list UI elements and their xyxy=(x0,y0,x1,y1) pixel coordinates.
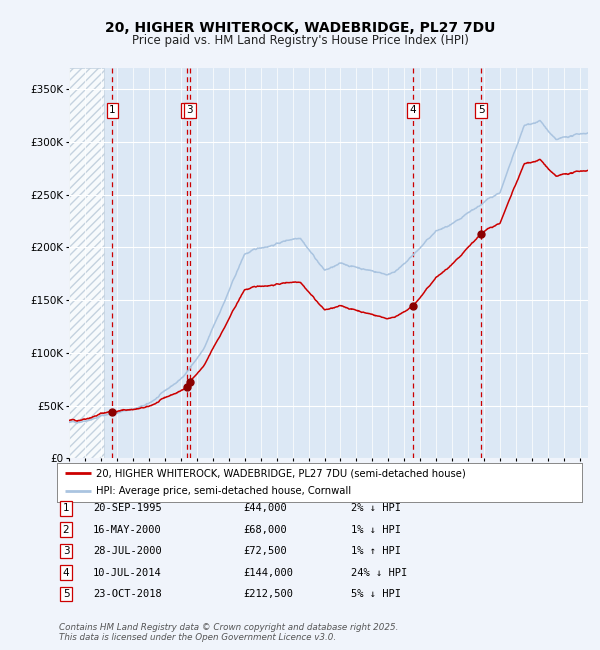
Text: 2: 2 xyxy=(62,525,70,535)
Text: 23-OCT-2018: 23-OCT-2018 xyxy=(93,589,162,599)
Text: 16-MAY-2000: 16-MAY-2000 xyxy=(93,525,162,535)
Text: 4: 4 xyxy=(62,567,70,578)
Text: 28-JUL-2000: 28-JUL-2000 xyxy=(93,546,162,556)
Text: £68,000: £68,000 xyxy=(243,525,287,535)
Text: HPI: Average price, semi-detached house, Cornwall: HPI: Average price, semi-detached house,… xyxy=(97,486,352,496)
Text: £144,000: £144,000 xyxy=(243,567,293,578)
Text: £44,000: £44,000 xyxy=(243,503,287,514)
Text: 20, HIGHER WHITEROCK, WADEBRIDGE, PL27 7DU: 20, HIGHER WHITEROCK, WADEBRIDGE, PL27 7… xyxy=(105,21,495,35)
Text: £72,500: £72,500 xyxy=(243,546,287,556)
Text: Contains HM Land Registry data © Crown copyright and database right 2025.: Contains HM Land Registry data © Crown c… xyxy=(59,623,398,632)
Text: 1% ↓ HPI: 1% ↓ HPI xyxy=(351,525,401,535)
Text: 5% ↓ HPI: 5% ↓ HPI xyxy=(351,589,401,599)
Text: £212,500: £212,500 xyxy=(243,589,293,599)
Text: This data is licensed under the Open Government Licence v3.0.: This data is licensed under the Open Gov… xyxy=(59,633,336,642)
Text: 2% ↓ HPI: 2% ↓ HPI xyxy=(351,503,401,514)
Text: 2: 2 xyxy=(184,105,190,116)
Text: 10-JUL-2014: 10-JUL-2014 xyxy=(93,567,162,578)
Text: 3: 3 xyxy=(187,105,193,116)
Text: 1% ↑ HPI: 1% ↑ HPI xyxy=(351,546,401,556)
Text: 20, HIGHER WHITEROCK, WADEBRIDGE, PL27 7DU (semi-detached house): 20, HIGHER WHITEROCK, WADEBRIDGE, PL27 7… xyxy=(97,469,466,478)
Text: 5: 5 xyxy=(478,105,484,116)
Text: 20-SEP-1995: 20-SEP-1995 xyxy=(93,503,162,514)
Text: 4: 4 xyxy=(409,105,416,116)
Text: 1: 1 xyxy=(109,105,116,116)
Bar xyxy=(69,68,104,458)
Text: 24% ↓ HPI: 24% ↓ HPI xyxy=(351,567,407,578)
Text: Price paid vs. HM Land Registry's House Price Index (HPI): Price paid vs. HM Land Registry's House … xyxy=(131,34,469,47)
Text: 5: 5 xyxy=(62,589,70,599)
Text: 3: 3 xyxy=(62,546,70,556)
Text: 1: 1 xyxy=(62,503,70,514)
